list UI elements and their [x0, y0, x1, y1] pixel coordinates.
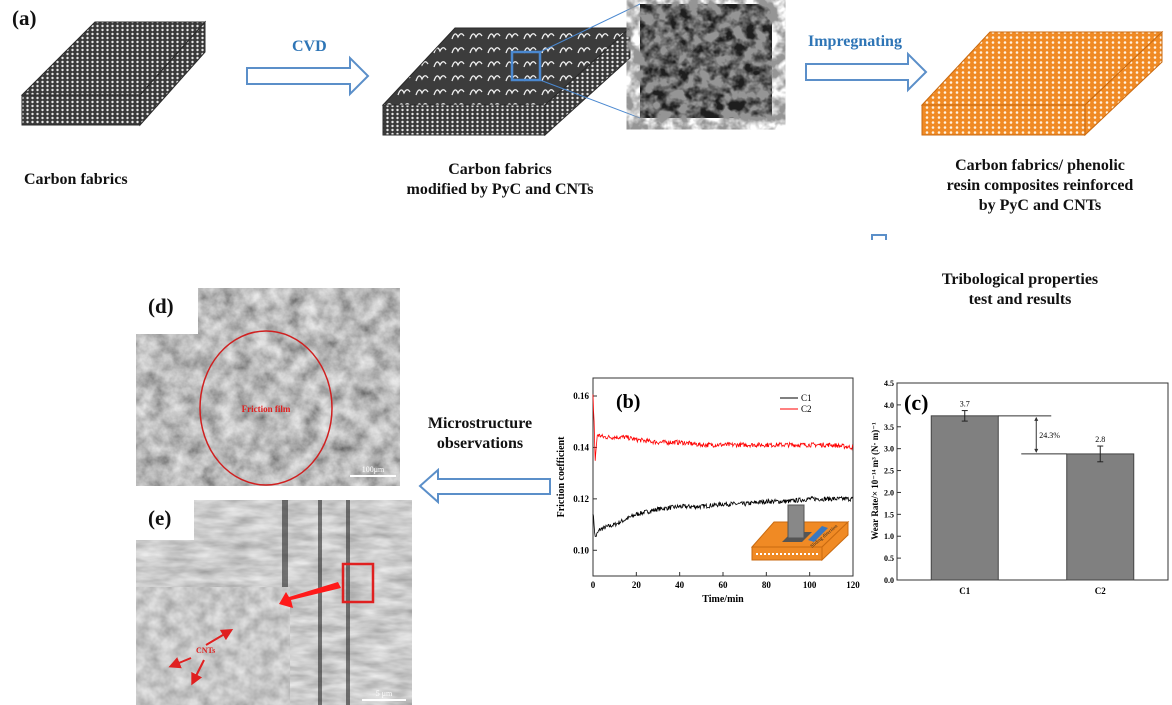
bar-c2	[1066, 453, 1135, 581]
wear-rate-chart: 0.0 0.5 1.0 1.5 2.0 2.5 3.0 3.5 4.0 4.5 3.7 C1 2.8 C…	[870, 379, 1169, 596]
impregnating-arrow	[805, 51, 928, 93]
carbon-fabric-slab	[20, 20, 207, 127]
y-tick-label-b: 0.10	[573, 545, 589, 555]
test-label-line1: Tribological properties	[941, 271, 1099, 288]
y-tick-label-c: 3.0	[884, 445, 894, 454]
step2-label-line1: Carbon fabrics	[448, 161, 552, 178]
microstructure-label-line2: observations	[436, 435, 524, 452]
panel-label-c: (c)	[904, 390, 928, 415]
y-tick-label-c: 3.5	[884, 423, 894, 432]
difference-label: 24.3%	[1039, 431, 1060, 440]
data-label: 2.8	[1095, 435, 1105, 444]
zoom-box	[510, 50, 542, 82]
scale-bar-e: 5 μm	[376, 689, 393, 698]
y-tick-label-c: 4.5	[884, 379, 894, 388]
y-tick-label-c: 1.0	[884, 532, 894, 541]
process-graphics	[20, 3, 1164, 240]
x-tick-label-b: 0	[591, 580, 596, 590]
legend-label-c1: C1	[801, 393, 812, 403]
panel-label-a: (a)	[12, 6, 37, 30]
x-tick-label-b: 20	[632, 580, 642, 590]
y-tick-label-c: 2.5	[884, 467, 894, 476]
series-line-c2	[592, 394, 854, 461]
y-tick-label-c: 2.0	[884, 488, 894, 497]
x-tick-label-b: 80	[762, 580, 772, 590]
micrograph-e: CNTs 5 μm	[136, 500, 412, 705]
step2-label-line2: modified by PyC and CNTs	[406, 181, 594, 198]
microstructure-label: Microstructure observations	[400, 414, 560, 454]
step1-label: Carbon fabrics	[24, 171, 128, 188]
microstructure-label-line1: Microstructure	[427, 415, 533, 432]
scale-bar-d: 100μm	[362, 465, 385, 474]
composite-slab	[920, 30, 1164, 137]
micrograph-d: Friction film 100μm	[136, 288, 400, 486]
zoom-arrow-e	[279, 582, 341, 608]
y-tick-label-c: 1.5	[884, 510, 894, 519]
step3-label-line1: Carbon fabrics/ phenolic	[955, 157, 1125, 174]
cnts-label: CNTs	[196, 646, 215, 655]
y-axis-label-c: Wear Rate/× 10⁻¹⁴ m³ (N· m)⁻¹	[870, 422, 880, 540]
step3-label-line3: by PyC and CNTs	[978, 197, 1102, 214]
y-axis-label-b: Friction coefficient	[556, 436, 567, 517]
x-tick-label-b: 100	[803, 580, 817, 590]
panel-label-d: (d)	[148, 294, 174, 318]
panel-label-e: (e)	[148, 506, 172, 530]
modified-fabric-slab	[381, 3, 641, 137]
category-label: C2	[1095, 586, 1106, 596]
step3-label-line2: resin composites reinforced	[946, 177, 1134, 194]
step2-label: Carbon fabrics modified by PyC and CNTs	[380, 160, 620, 200]
test-label-line2: test and results	[968, 291, 1072, 308]
y-tick-label-c: 4.0	[884, 401, 894, 410]
friction-film-ellipse	[199, 330, 333, 486]
cvd-label: CVD	[292, 38, 327, 55]
friction-film-label: Friction film	[242, 404, 291, 414]
test-arrow	[871, 234, 887, 240]
sliding-test-inset: Sliding direction	[750, 504, 850, 562]
x-tick-label-b: 60	[719, 580, 729, 590]
impregnating-label: Impregnating	[808, 33, 902, 50]
difference-arrowheads	[1034, 416, 1039, 453]
y-tick-label-b: 0.12	[573, 494, 589, 504]
test-label: Tribological properties test and results	[900, 270, 1140, 310]
x-tick-label-b: 40	[675, 580, 685, 590]
y-tick-label-b: 0.16	[573, 391, 589, 401]
series-line-c1	[592, 495, 853, 537]
y-tick-label-c: 0.5	[884, 554, 894, 563]
x-tick-label-b: 120	[846, 580, 860, 590]
microstructure-arrow	[418, 468, 551, 505]
panel-label-b: (b)	[616, 391, 640, 413]
step3-label: Carbon fabrics/ phenolic resin composite…	[910, 156, 1170, 216]
zoom-box-e	[341, 562, 375, 604]
y-tick-label-c: 0.0	[884, 576, 894, 585]
friction-chart: 0 20 40 60 80 100 120 0.10 0.12 0.14 0.16 (b) C1 C…	[556, 377, 860, 605]
bar-c1	[930, 415, 999, 581]
data-label: 3.7	[960, 400, 970, 409]
y-tick-label-b: 0.14	[573, 442, 589, 452]
cnt-sem-inset	[640, 4, 772, 118]
legend-label-c2: C2	[801, 404, 812, 414]
x-axis-label-b: Time/min	[702, 594, 744, 605]
cvd-arrow	[246, 55, 370, 97]
category-label: C1	[959, 586, 970, 596]
